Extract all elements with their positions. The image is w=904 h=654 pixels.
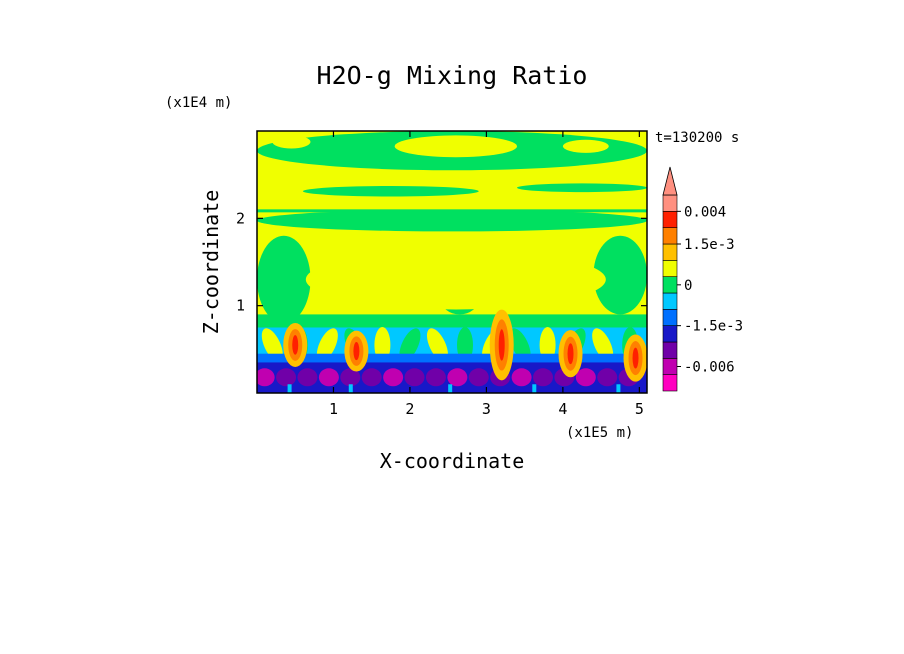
- colorbar-swatch: [662, 292, 678, 310]
- colorbar: 0.004 1.5e-3 0 -1.5e-3 -0.006: [662, 166, 743, 392]
- green-band: [257, 218, 647, 222]
- plume-core: [353, 341, 360, 361]
- yellow-region: [394, 135, 517, 158]
- purple-eddy: [318, 368, 339, 387]
- x-tick-label: 2: [405, 400, 414, 418]
- wave-feature: [316, 328, 338, 362]
- purple-eddy: [297, 368, 318, 387]
- colorbar-swatch: [662, 325, 678, 343]
- yellow-region: [305, 249, 606, 310]
- purple-eddy: [468, 368, 489, 387]
- x-scale-label: (x1E5 m): [566, 425, 633, 441]
- x-tick-label: 4: [558, 400, 567, 418]
- y-tick-label: 2: [236, 209, 245, 227]
- green-region: [302, 186, 479, 197]
- purple-eddy: [575, 368, 596, 387]
- y-tick-label: 1: [236, 297, 245, 315]
- colorbar-swatch: [662, 358, 678, 375]
- green-region: [257, 235, 311, 324]
- cyan-streak: [616, 384, 621, 393]
- colorbar-swatch: [662, 227, 678, 245]
- green-region: [517, 183, 647, 193]
- colorbar-label: 1.5e-3: [684, 237, 735, 253]
- yellow-region: [272, 135, 311, 149]
- colorbar-swatch: [662, 194, 678, 212]
- purple-eddy: [533, 368, 553, 387]
- yellow-region: [562, 139, 609, 153]
- x-axis-label: X-coordinate: [380, 449, 525, 473]
- colorbar-label: 0: [684, 278, 692, 294]
- colorbar-swatch: [662, 341, 678, 359]
- cyan-streak: [532, 384, 537, 393]
- plume-core: [632, 347, 639, 369]
- colorbar-label: -1.5e-3: [684, 319, 743, 335]
- purple-eddy: [257, 368, 275, 387]
- colorbar-swatch: [662, 211, 678, 228]
- purple-eddy: [447, 368, 468, 387]
- x-tick-label: 5: [635, 400, 644, 418]
- time-label: t=130200 s: [655, 130, 739, 146]
- y-axis-label: Z-coordinate: [199, 190, 223, 335]
- plume-core: [498, 329, 505, 361]
- cyan-streak: [348, 384, 353, 393]
- wave-feature: [509, 328, 531, 362]
- plot-frame: [256, 130, 648, 394]
- colorbar-label: -0.006: [684, 360, 735, 376]
- green-band: [257, 209, 647, 213]
- purple-eddy: [511, 368, 532, 387]
- x-tick-label: 1: [329, 400, 338, 418]
- colorbar-swatch: [662, 243, 678, 261]
- wave-feature: [426, 328, 448, 362]
- wave-feature: [592, 328, 614, 362]
- colorbar-cap: [662, 166, 678, 196]
- purple-eddy: [404, 368, 425, 387]
- x-tick-label: 3: [482, 400, 491, 418]
- purple-eddy: [276, 368, 297, 387]
- wave-feature: [261, 328, 283, 362]
- x-axis: 1 2 3 4 5: [329, 131, 644, 418]
- purple-eddy: [340, 368, 361, 387]
- wave-feature: [399, 328, 421, 362]
- green-region: [593, 235, 647, 315]
- colorbar-label: 0.004: [684, 204, 726, 220]
- colorbar-swatch: [662, 260, 678, 277]
- y-scale-label: (x1E4 m): [165, 95, 232, 111]
- chart-title: H2O-g Mixing Ratio: [317, 61, 588, 90]
- purple-eddy: [361, 368, 382, 387]
- colorbar-swatch: [662, 309, 678, 326]
- plume-core: [292, 335, 299, 355]
- purple-eddy: [383, 368, 404, 387]
- purple-eddy: [597, 368, 618, 387]
- plume-core: [567, 343, 574, 365]
- cyan-streak: [448, 384, 453, 393]
- purple-eddy: [425, 368, 446, 387]
- cyan-streak: [287, 384, 292, 393]
- y-axis: 12: [236, 209, 647, 315]
- colorbar-swatch: [662, 374, 678, 392]
- colorbar-swatch: [662, 276, 678, 294]
- contour-field: [257, 131, 647, 393]
